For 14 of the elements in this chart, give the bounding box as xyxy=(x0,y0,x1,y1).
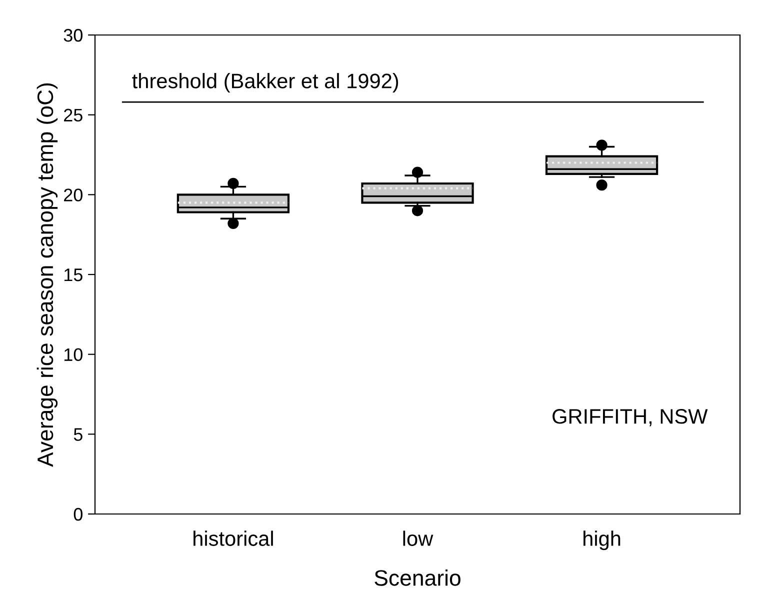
x-axis-title: Scenario xyxy=(374,570,460,586)
y-tick-label: 0 xyxy=(74,508,82,521)
y-tick-label: 20 xyxy=(64,188,82,202)
x-tick-label: historical xyxy=(194,530,273,546)
ref-line-label: threshold (Bakker et al 1992) xyxy=(132,73,398,92)
y-tick-label: 10 xyxy=(64,348,82,362)
y-tick-label: 30 xyxy=(64,28,82,42)
y-axis-title: Average rice season canopy temp (oC) xyxy=(36,83,58,467)
x-tick-label: low xyxy=(403,530,434,546)
x-tick-label: high xyxy=(584,530,620,550)
y-tick-label: 15 xyxy=(64,268,82,282)
y-tick-label: 25 xyxy=(64,108,82,122)
annotation: GRIFFITH, NSW xyxy=(552,409,708,426)
y-tick-label: 5 xyxy=(74,428,82,441)
